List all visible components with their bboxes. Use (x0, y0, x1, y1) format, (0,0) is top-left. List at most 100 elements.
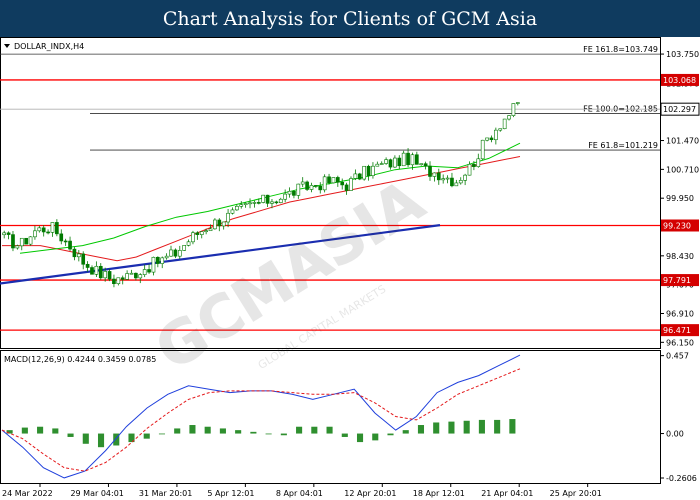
candle-body (11, 234, 15, 249)
candle-body (191, 232, 195, 243)
candle-body (107, 271, 112, 280)
macd-histogram-bar (128, 433, 135, 443)
candle-body (401, 152, 406, 167)
candle-body (436, 172, 441, 181)
macd-histogram-bar (494, 419, 501, 434)
macd-histogram-bar (21, 427, 28, 434)
candle-body (502, 118, 507, 130)
candle-body (489, 137, 494, 141)
candle-body (116, 277, 121, 285)
candle-body (419, 163, 424, 165)
macd-histogram-bar (82, 433, 89, 444)
candle-body (340, 181, 345, 186)
candle-body (204, 230, 208, 233)
macd-histogram-bar (341, 433, 348, 437)
macd-histogram-bar (250, 431, 257, 434)
macd-histogram-bar (463, 420, 470, 434)
candle-body (454, 182, 459, 187)
candle-body (186, 241, 191, 246)
candle-body (441, 178, 446, 181)
candle-body (379, 163, 384, 165)
fibonacci-label: FE 161.8=103.749 (583, 45, 658, 54)
candle-body (142, 269, 147, 275)
candle-body (349, 178, 353, 191)
macd-histogram-bar (37, 426, 44, 434)
candle-body (309, 185, 314, 190)
macd-histogram-bar (280, 433, 287, 436)
candle-body (50, 222, 55, 233)
macd-histogram-bar (143, 433, 150, 439)
candle-body (344, 184, 349, 191)
candle-body (24, 237, 28, 245)
candle-body (300, 181, 305, 185)
candle-body (292, 190, 296, 196)
x-tick-label: 24 Mar 2022 (2, 489, 53, 498)
candle-body (125, 273, 129, 280)
candle-body (41, 227, 46, 233)
macd-histogram-bar (158, 433, 166, 435)
candle-body (195, 232, 200, 235)
current-price-tag-label: 102.297 (663, 105, 696, 114)
candle-body (318, 185, 323, 191)
macd-histogram-bar (113, 433, 120, 446)
candle-body (445, 177, 450, 180)
macd-histogram-bar (97, 433, 105, 448)
macd-histogram-bar (52, 428, 59, 434)
candle-body (331, 177, 336, 184)
price-tick-label: 98.430 (666, 252, 694, 261)
candle-body (226, 212, 230, 223)
candle-body (160, 257, 165, 264)
candle-body (85, 263, 90, 268)
candle-body (375, 163, 380, 167)
candle-body (94, 265, 99, 275)
macd-histogram-bar (67, 433, 74, 437)
candle-body (498, 128, 503, 131)
macd-histogram-bar (402, 430, 409, 434)
candle-body (480, 139, 485, 160)
candle-body (33, 230, 37, 238)
macd-histogram-bar (219, 428, 226, 434)
price-panel: DOLLAR_INDX,H4103.750102.970101.470100.7… (0, 37, 700, 349)
candle-body (156, 256, 160, 264)
candle-body (450, 177, 454, 187)
candle-body (265, 194, 270, 204)
price-level-tag (661, 73, 699, 86)
candle-body (68, 240, 72, 250)
macd-histogram-bar (6, 430, 13, 434)
price-tick-label: 103.750 (666, 50, 699, 59)
current-price-tag (660, 102, 700, 116)
candle-body (357, 173, 362, 180)
candle-body (485, 137, 489, 141)
candle-body (314, 185, 318, 187)
candle-body (476, 158, 481, 167)
candle-body (423, 163, 428, 167)
candle-body (55, 222, 59, 235)
candle-body (28, 236, 33, 245)
x-tick-label: 31 Mar 20:01 (139, 489, 192, 498)
candle-body (397, 157, 402, 167)
macd-panel: MACD(12,26,9) 0.4244 0.3459 0.0785 0.457 0… (0, 350, 697, 484)
x-tick-label: 12 Apr 20:01 (344, 489, 396, 498)
candle-body (103, 271, 107, 279)
x-tick-label: 29 Mar 04:01 (70, 489, 123, 498)
macd-histogram-bar (174, 428, 181, 434)
chart-area[interactable]: DOLLAR_INDX,H4103.750102.970101.470100.7… (0, 37, 700, 500)
price-tick-label: 101.470 (666, 137, 699, 146)
candle-body (507, 115, 511, 120)
candle-body (256, 202, 261, 204)
candle-body (134, 272, 138, 279)
candle-body (98, 265, 103, 279)
candle-body (243, 203, 248, 206)
macd-panel-label: MACD(12,26,9) 0.4244 0.3459 0.0785 (4, 355, 156, 364)
candle-body (388, 159, 393, 168)
candle-body (287, 190, 292, 195)
x-tick-label: 18 Apr 12:01 (413, 489, 465, 498)
x-tick-label: 5 Apr 12:01 (207, 489, 254, 498)
price-level-tag (661, 324, 699, 337)
x-tick-label: 25 Apr 20:01 (550, 489, 602, 498)
price-frame (0, 37, 661, 349)
x-tick-label: 8 Apr 04:01 (276, 489, 323, 498)
candle-body (169, 249, 173, 257)
candle-body (221, 221, 226, 227)
candle-body (173, 249, 178, 257)
